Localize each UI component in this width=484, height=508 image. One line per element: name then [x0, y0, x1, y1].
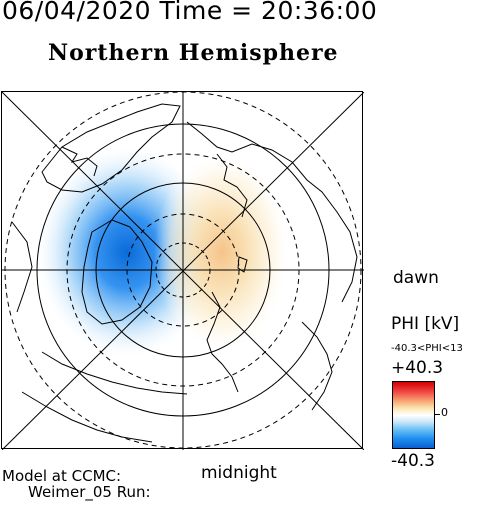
- north-america-coast: [41, 351, 188, 395]
- hudson-bay-coast: [21, 391, 153, 443]
- legend-range: -40.3<PHI<13: [391, 343, 463, 354]
- timestamp: 06/04/2020 Time = 20:36:00: [2, 0, 378, 25]
- alaska-coast: [206, 291, 239, 393]
- new-siberian-islands: [237, 256, 248, 273]
- midnight-label: midnight: [201, 463, 277, 483]
- positive-potential-cell: [154, 152, 290, 352]
- legend-min-label: -40.3: [391, 451, 435, 471]
- coastlines: [11, 103, 358, 443]
- polar-map: [1, 91, 364, 450]
- map-title: Northern Hemisphere: [48, 40, 339, 66]
- kamchatka-coast: [301, 321, 333, 411]
- dawn-label: dawn: [393, 268, 439, 288]
- polar-map-canvas: [2, 92, 364, 450]
- greenland-fjords: [61, 146, 98, 177]
- colorbar: [392, 381, 435, 449]
- colorbar-zero-tick: [435, 414, 440, 415]
- meridian-diagonal-2: [2, 92, 364, 450]
- legend-max-label: +40.3: [391, 358, 444, 378]
- siberia-coast: [186, 121, 358, 303]
- run-label: Weimer_05 Run:: [28, 483, 151, 501]
- legend-zero-label: 0: [441, 406, 448, 419]
- greenland-outline: [41, 103, 181, 193]
- canadian-archipelago: [81, 219, 153, 325]
- legend-title: PHI [kV]: [391, 314, 460, 334]
- taimyr-peninsula: [216, 153, 248, 218]
- scandinavia-coast: [11, 221, 33, 313]
- model-label: Model at CCMC:: [2, 467, 122, 485]
